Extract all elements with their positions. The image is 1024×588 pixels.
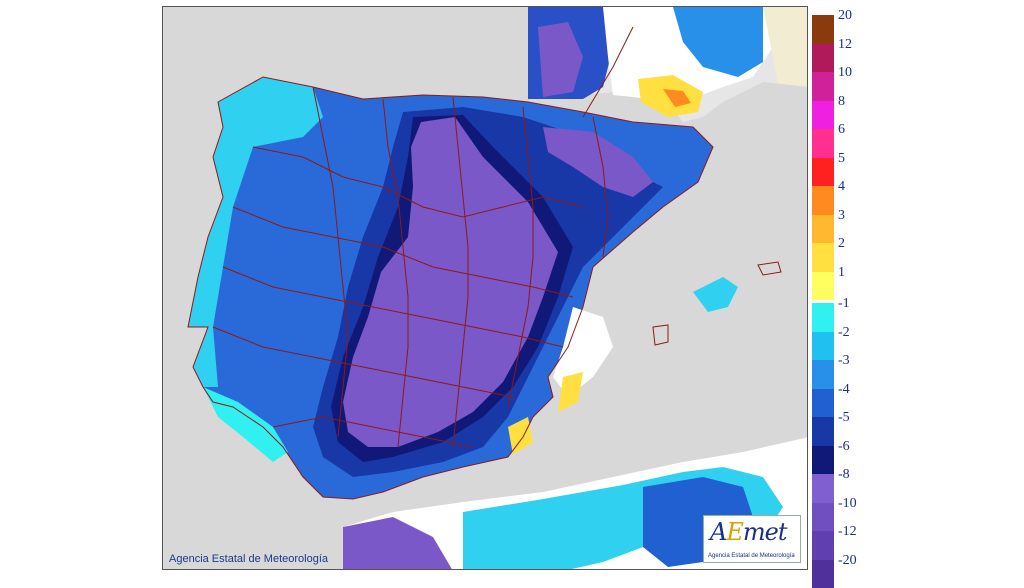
legend-negative-label: -8 [838,468,850,482]
legend-positive-swatch [812,72,834,101]
legend-positive-label: 3 [838,209,845,223]
legend-positive-swatch [812,272,834,301]
legend-positive-label: 2 [838,237,845,251]
legend-negative-swatch [812,303,834,332]
legend-negative-label: -12 [838,525,857,539]
legend-negative-label: -2 [838,326,850,340]
legend-positive-swatch [812,44,834,73]
legend-positive-label: 1 [838,266,845,280]
legend-negative-label: -5 [838,411,850,425]
legend-negative-swatch [812,389,834,418]
legend-positive-label: 12 [838,38,852,52]
legend-negative-label: -4 [838,383,850,397]
legend-negative-label: -6 [838,440,850,454]
copyright-text: Agencia Estatal de Meteorología [169,553,328,565]
map-canvas [163,7,808,570]
legend-negative-swatch [812,332,834,361]
legend-negative-swatch [812,503,834,532]
legend-positive-label: 5 [838,152,845,166]
legend-positive-swatch [812,243,834,272]
logo-word: AEmet [710,518,786,546]
legend-positive-label: 20 [838,9,852,23]
legend-positive-label: 6 [838,123,845,137]
temperature-anomaly-map: Agencia Estatal de Meteorología AEmet Ag… [162,6,808,570]
legend-positive-label: 8 [838,95,845,109]
legend-negative-swatch [812,474,834,503]
legend-negative-label: -10 [838,497,857,511]
aemet-logo: AEmet Agencia Estatal de Meteorología [703,515,801,563]
legend-negative-label: -20 [838,554,857,568]
legend-positive-swatch [812,186,834,215]
legend-positive-label: 10 [838,66,852,80]
legend-negative-swatch [812,417,834,446]
legend-positive-swatch [812,15,834,44]
legend-positive-swatch [812,101,834,130]
ibiza [653,325,668,345]
legend-negative-swatch [812,360,834,389]
legend-positive-swatch [812,215,834,244]
legend-negative-swatch [812,560,834,588]
logo-subtitle: Agencia Estatal de Meteorología [708,553,795,559]
legend-negative-label: -1 [838,297,850,311]
legend-negative-label: -3 [838,354,850,368]
legend-negative-swatch [812,446,834,475]
legend-positive-swatch [812,158,834,187]
legend-negative-swatch [812,531,834,560]
legend-positive-swatch [812,129,834,158]
legend-positive-label: 4 [838,180,845,194]
